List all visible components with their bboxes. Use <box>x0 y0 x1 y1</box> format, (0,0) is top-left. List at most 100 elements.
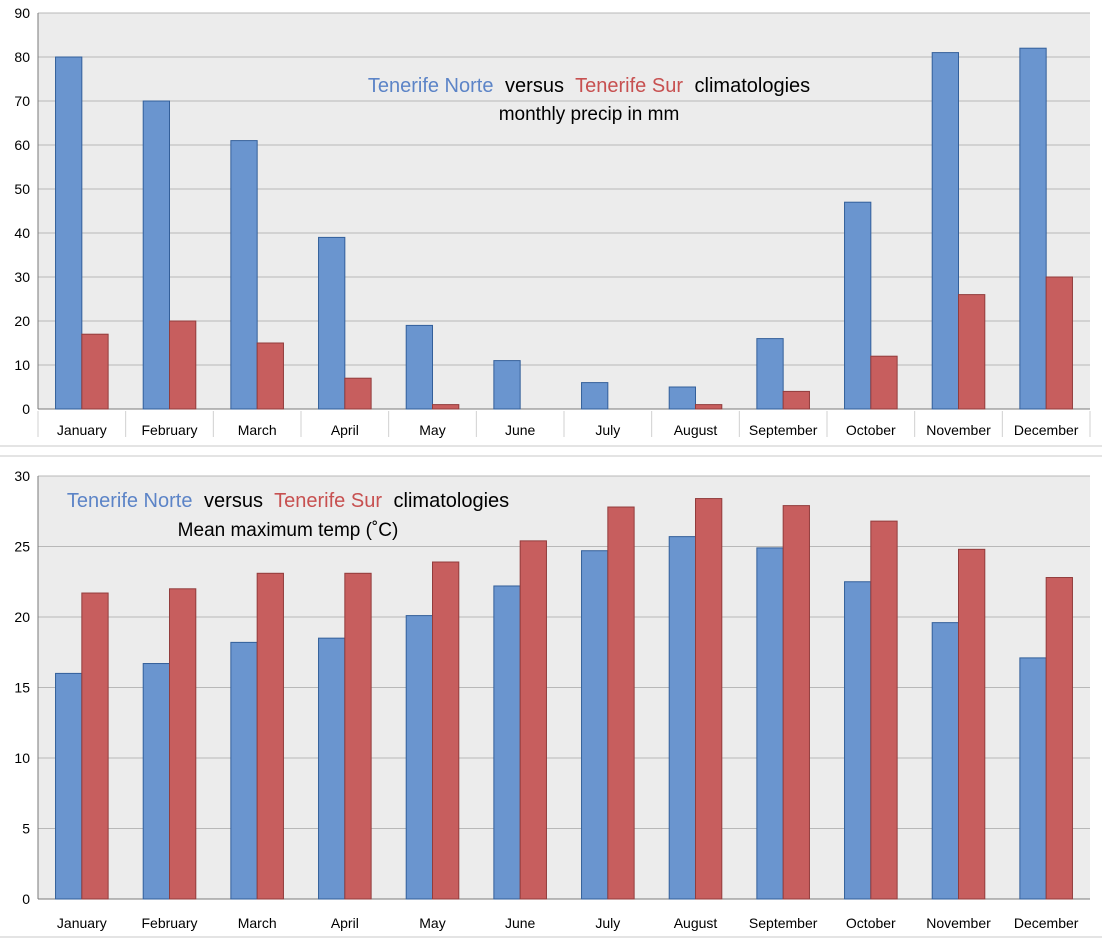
precip-y-tick-label: 40 <box>14 225 30 241</box>
temp-bar-norte-december <box>1019 657 1047 900</box>
precip-x-tick-label: December <box>1014 422 1079 438</box>
precip-x-tick-label: February <box>141 422 197 438</box>
precip-y-tick-label: 90 <box>14 5 30 21</box>
precip-bar-sur-january <box>81 333 109 410</box>
precip-bar-norte-december <box>1019 47 1047 410</box>
precip-bar-norte-july <box>581 382 609 410</box>
temp-x-tick-label: July <box>595 915 620 931</box>
temp-bar-sur-march <box>256 572 284 900</box>
precip-bar-sur-september <box>782 390 810 410</box>
temp-bar-norte-august <box>668 536 697 900</box>
precip-title-line-1: Tenerife Norte versus Tenerife Sur clima… <box>368 75 810 97</box>
temp-title-line-2: Mean maximum temp (˚C) <box>178 520 399 541</box>
precip-bar-sur-november <box>958 294 986 410</box>
temp-bar-sur-november <box>958 548 986 900</box>
temp-x-tick-label: October <box>846 915 896 931</box>
precip-bar-sur-march <box>256 342 284 410</box>
temp-bar-sur-august <box>695 498 723 900</box>
temp-chart: 0 5 10 15 20 25 30 January February March April May… <box>14 468 1090 931</box>
precip-title-rest: climatologies <box>695 75 811 97</box>
precip-title-line-2: monthly precip in mm <box>499 104 680 125</box>
precip-bar-norte-november <box>931 52 960 410</box>
temp-bar-sur-december <box>1045 577 1073 900</box>
temp-y-tick-label: 20 <box>14 609 30 625</box>
precip-y-tick-label: 70 <box>14 93 30 109</box>
temp-x-tick-label: September <box>749 915 818 931</box>
precip-bar-sur-october <box>870 355 898 410</box>
precip-x-tick-label: October <box>846 422 896 438</box>
precip-x-tick-label: January <box>57 422 107 438</box>
precip-x-tick-label: March <box>238 422 277 438</box>
precip-bar-norte-october <box>844 201 872 410</box>
precip-title-norte: Tenerife Norte <box>368 75 494 97</box>
temp-y-tick-label: 30 <box>14 468 30 484</box>
temp-x-tick-label: February <box>141 915 197 931</box>
precip-bar-sur-august <box>695 404 723 410</box>
temp-x-tick-label: June <box>505 915 536 931</box>
temp-title-norte: Tenerife Norte <box>67 490 193 512</box>
precip-x-tick-label: September <box>749 422 818 438</box>
temp-bar-norte-may <box>405 615 434 900</box>
precip-y-tick-label: 80 <box>14 49 30 65</box>
temp-bar-norte-april <box>318 637 346 900</box>
precip-plot-area <box>38 13 1090 409</box>
precip-y-tick-label: 0 <box>22 401 30 417</box>
precip-bar-norte-march <box>230 140 258 410</box>
temp-x-tick-label: November <box>926 915 991 931</box>
temp-bar-sur-september <box>782 505 810 900</box>
precip-bar-sur-may <box>432 404 460 410</box>
temp-x-tick-label: May <box>419 915 445 931</box>
precip-y-tick-label: 30 <box>14 269 30 285</box>
precip-title-sur: Tenerife Sur <box>575 75 683 97</box>
temp-x-tick-label: January <box>57 915 107 931</box>
precip-bar-norte-february <box>142 100 170 410</box>
temp-y-tick-label: 15 <box>14 680 30 696</box>
temp-bar-sur-may <box>432 561 460 900</box>
precip-x-tick-label: May <box>419 422 445 438</box>
chart-separator <box>0 445 1102 938</box>
temp-bar-sur-january <box>81 592 109 900</box>
temp-bar-sur-april <box>344 572 372 900</box>
precip-x-tick-label: April <box>331 422 359 438</box>
precip-bar-sur-february <box>169 320 197 410</box>
precip-bar-norte-june <box>493 360 521 410</box>
precip-title-versus: versus <box>505 75 564 97</box>
temp-bar-sur-june <box>519 540 547 900</box>
temp-bar-norte-september <box>756 547 784 900</box>
temp-bar-sur-july <box>607 506 635 900</box>
temp-title-line-1: Tenerife Norte versus Tenerife Sur clima… <box>67 490 509 512</box>
precip-bar-norte-may <box>405 324 434 410</box>
temp-x-tick-label: August <box>674 915 718 931</box>
temp-title-versus: versus <box>204 490 263 512</box>
temp-bar-norte-july <box>581 550 609 900</box>
precip-bar-norte-april <box>318 236 346 410</box>
precip-x-tick-label: November <box>926 422 991 438</box>
temp-bar-sur-october <box>870 520 898 900</box>
temp-bar-norte-october <box>844 581 872 900</box>
precip-y-tick-label: 20 <box>14 313 30 329</box>
temp-y-tick-label: 0 <box>22 891 30 907</box>
temp-x-tick-label: March <box>238 915 277 931</box>
temp-bar-norte-june <box>493 585 521 900</box>
temp-y-tick-label: 5 <box>22 821 30 837</box>
precip-x-tick-label: July <box>595 422 620 438</box>
precip-y-tick-label: 50 <box>14 181 30 197</box>
precip-x-tick-label: June <box>505 422 536 438</box>
precip-chart: 0 10 20 30 40 50 60 70 80 90 January February March A… <box>14 5 1091 438</box>
precip-bar-sur-december <box>1045 276 1073 410</box>
temp-x-tick-label: December <box>1014 915 1079 931</box>
temp-bar-norte-november <box>931 622 960 900</box>
temp-y-tick-label: 10 <box>14 750 30 766</box>
precip-bar-norte-september <box>756 338 784 410</box>
temp-title-rest: climatologies <box>394 490 510 512</box>
precip-y-tick-label: 60 <box>14 137 30 153</box>
temp-bar-norte-february <box>142 663 170 900</box>
temp-x-tick-label: April <box>331 915 359 931</box>
temp-title-sur: Tenerife Sur <box>274 490 382 512</box>
precip-bar-norte-august <box>668 386 697 410</box>
temp-y-tick-label: 25 <box>14 539 30 555</box>
precip-x-tick-label: August <box>674 422 718 438</box>
temp-bar-norte-january <box>55 672 83 900</box>
